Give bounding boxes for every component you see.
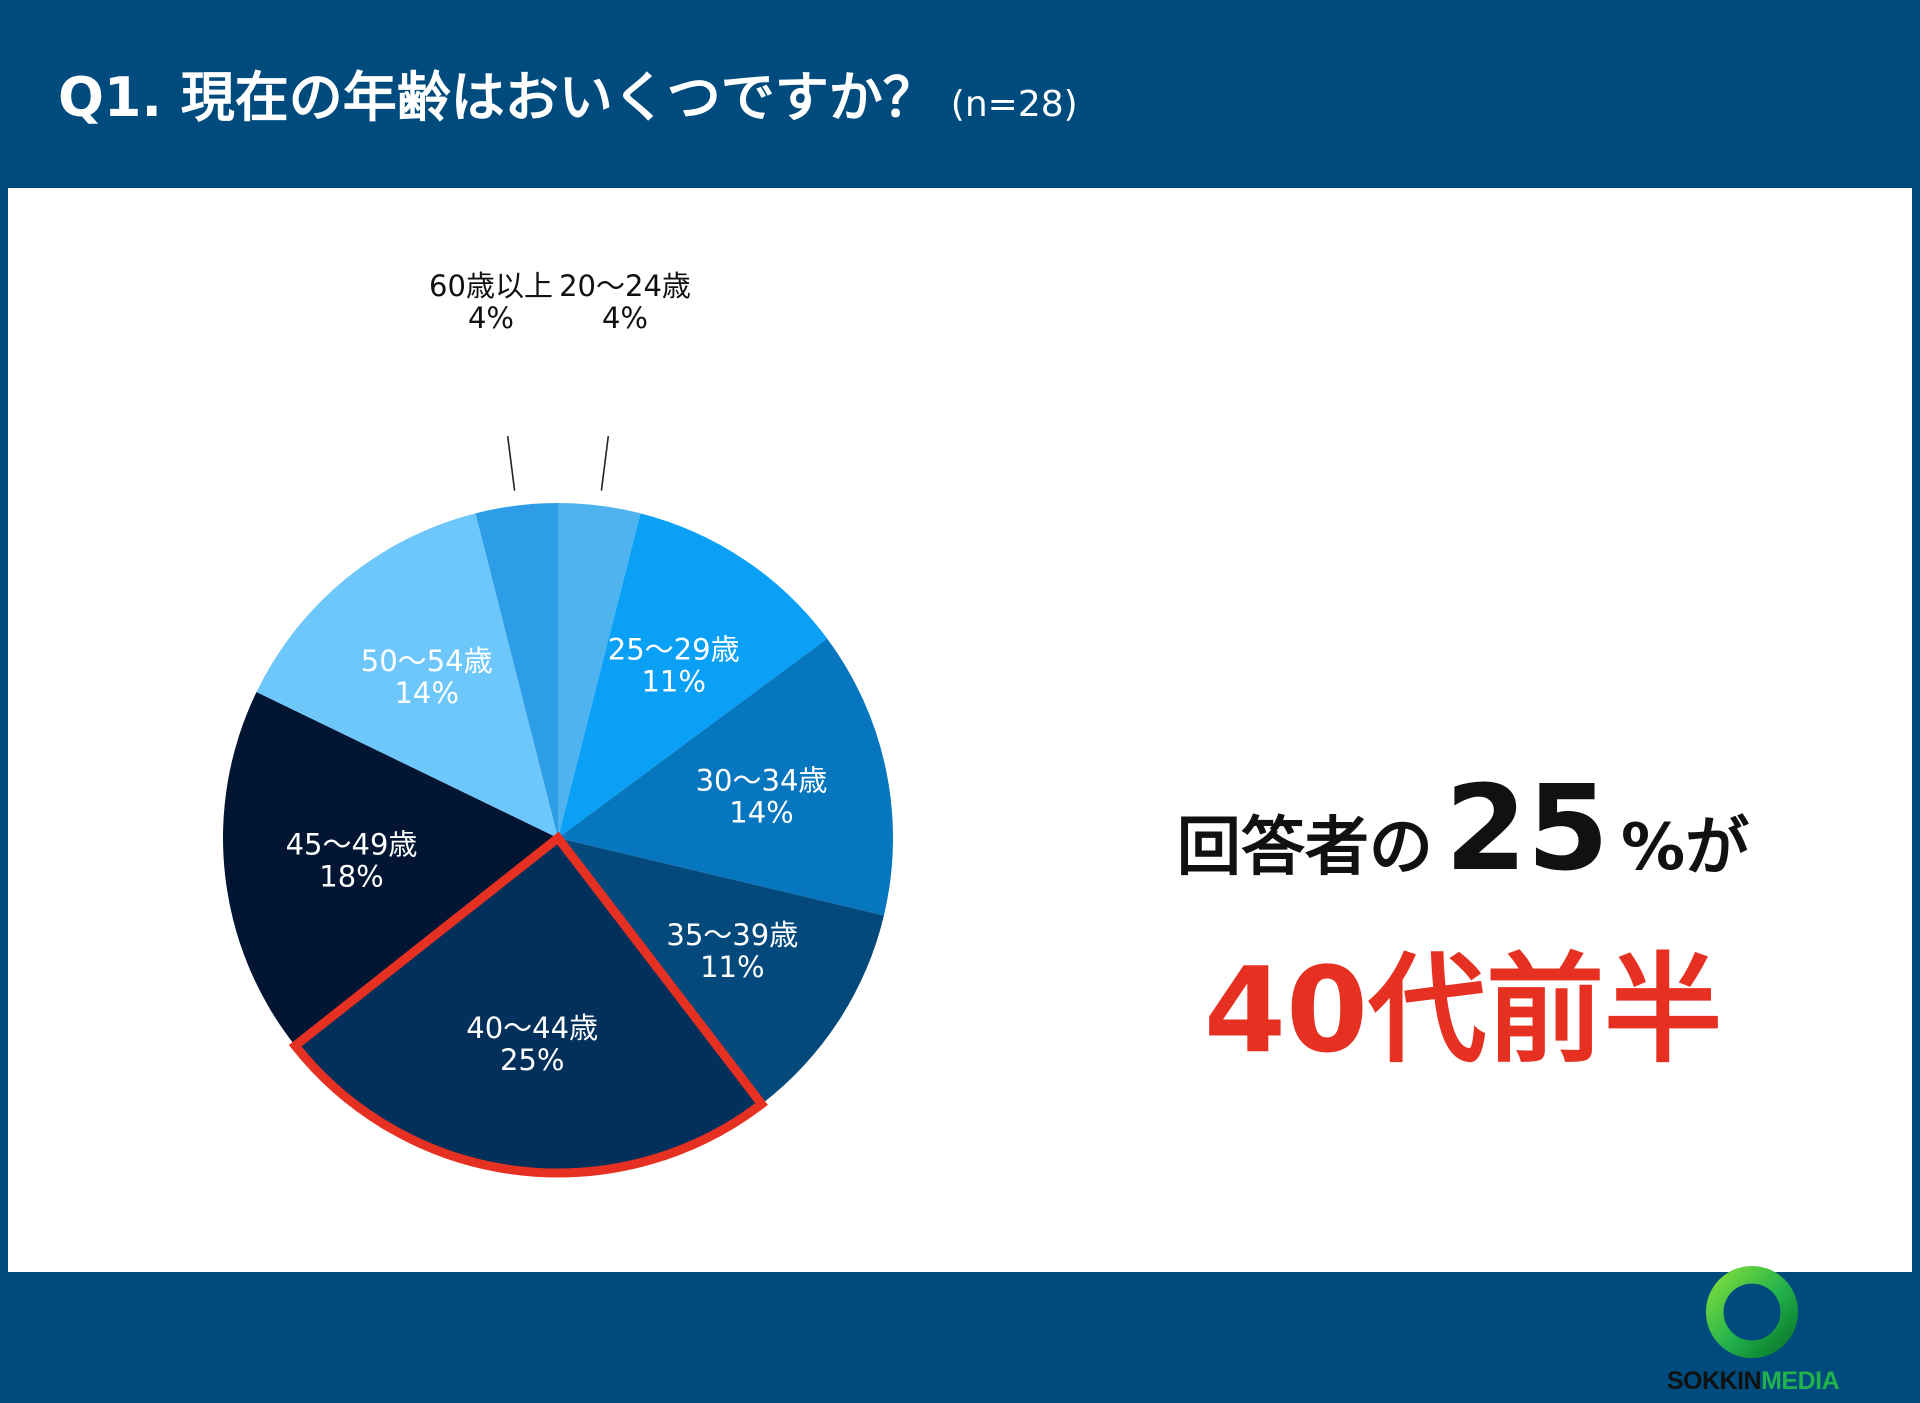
slice-percent-50-54: 14% — [394, 676, 458, 710]
page-title: Q1. 現在の年齢はおいくつですか？ (n=28) — [58, 58, 1078, 145]
pie-slice-30-34 — [558, 638, 894, 916]
pie-slice-60 — [475, 503, 558, 838]
slice-category-50-54: 50〜54歳 — [361, 644, 493, 678]
slice-category-20-24: 20〜24歳 — [559, 269, 691, 303]
headline-suffix: %が — [1621, 811, 1750, 885]
pie-slice-20-24 — [558, 503, 641, 838]
slice-category-60: 60歳以上 — [429, 269, 553, 303]
slice-label-45-49: 45〜49歳 18% — [286, 828, 418, 894]
slice-label-35-39: 35〜39歳 11% — [666, 918, 798, 984]
question-title: Q1. 現在の年齢はおいくつですか？ — [58, 66, 937, 129]
pie-slice-40-44 — [295, 838, 762, 1174]
slice-category-45-49: 45〜49歳 — [286, 828, 418, 862]
slice-percent-35-39: 11% — [700, 950, 764, 984]
headline-line1: 回答者の 25 %が — [1103, 758, 1823, 934]
age-pie-chart: 20〜24歳 4%25〜29歳 11%30〜34歳 14%35〜39歳 11%40〜44… — [223, 269, 894, 1178]
slice-percent-45-49: 18% — [319, 860, 383, 894]
highlight-outline — [288, 831, 768, 1178]
slice-percent-25-29: 11% — [641, 665, 705, 699]
headline-line2: 40代前半 — [1203, 941, 1723, 1079]
logo-ring-icon — [1705, 1265, 1799, 1359]
slice-label-25-29: 25〜29歳 11% — [608, 633, 740, 699]
pie-slice-50-54 — [256, 513, 558, 838]
pie-slice-45-49 — [223, 691, 558, 1046]
header-bar: Q1. 現在の年齢はおいくつですか？ (n=28) — [0, 0, 1920, 188]
pie-slice-35-39 — [558, 838, 884, 1105]
logo-text: SOKKINMEDIA — [1653, 1367, 1853, 1396]
slice-label-20-24: 20〜24歳 4% — [559, 269, 691, 335]
content-panel: 20〜24歳 4% 25〜29歳 11% 30〜34歳 14% 35〜39歳 11% 40〜44… — [8, 188, 1912, 1395]
headline-prefix: 回答者の — [1176, 811, 1433, 885]
slice-category-35-39: 35〜39歳 — [666, 918, 798, 952]
sokkin-media-logo: SOKKINMEDIA — [1653, 1263, 1853, 1403]
slice-label-50-54: 50〜54歳 14% — [361, 644, 493, 710]
logo-text-sokkin: SOKKIN — [1666, 1367, 1762, 1395]
slice-category-40-44: 40〜44歳 — [466, 1011, 598, 1045]
leader-line-60 — [506, 435, 516, 491]
slice-percent-30-34: 14% — [729, 795, 793, 829]
headline: 回答者の 25 %が 40代前半 — [1103, 758, 1823, 1080]
slice-percent-60: 4% — [468, 301, 514, 335]
pie-slice-25-29 — [558, 513, 828, 838]
headline-value: 25 — [1444, 759, 1610, 897]
slice-category-25-29: 25〜29歳 — [608, 633, 740, 667]
slice-percent-20-24: 4% — [602, 301, 648, 335]
slice-label-40-44: 40〜44歳 25% — [466, 1011, 598, 1077]
slice-percent-40-44: 25% — [500, 1043, 564, 1077]
leader-line-20-24 — [600, 435, 610, 491]
sample-size: (n=28) — [950, 84, 1078, 125]
slice-category-30-34: 30〜34歳 — [696, 763, 828, 797]
slice-label-30-34: 30〜34歳 14% — [696, 763, 828, 829]
slice-label-60: 60歳以上 4% — [429, 269, 553, 335]
logo-text-media: MEDIA — [1761, 1367, 1840, 1395]
